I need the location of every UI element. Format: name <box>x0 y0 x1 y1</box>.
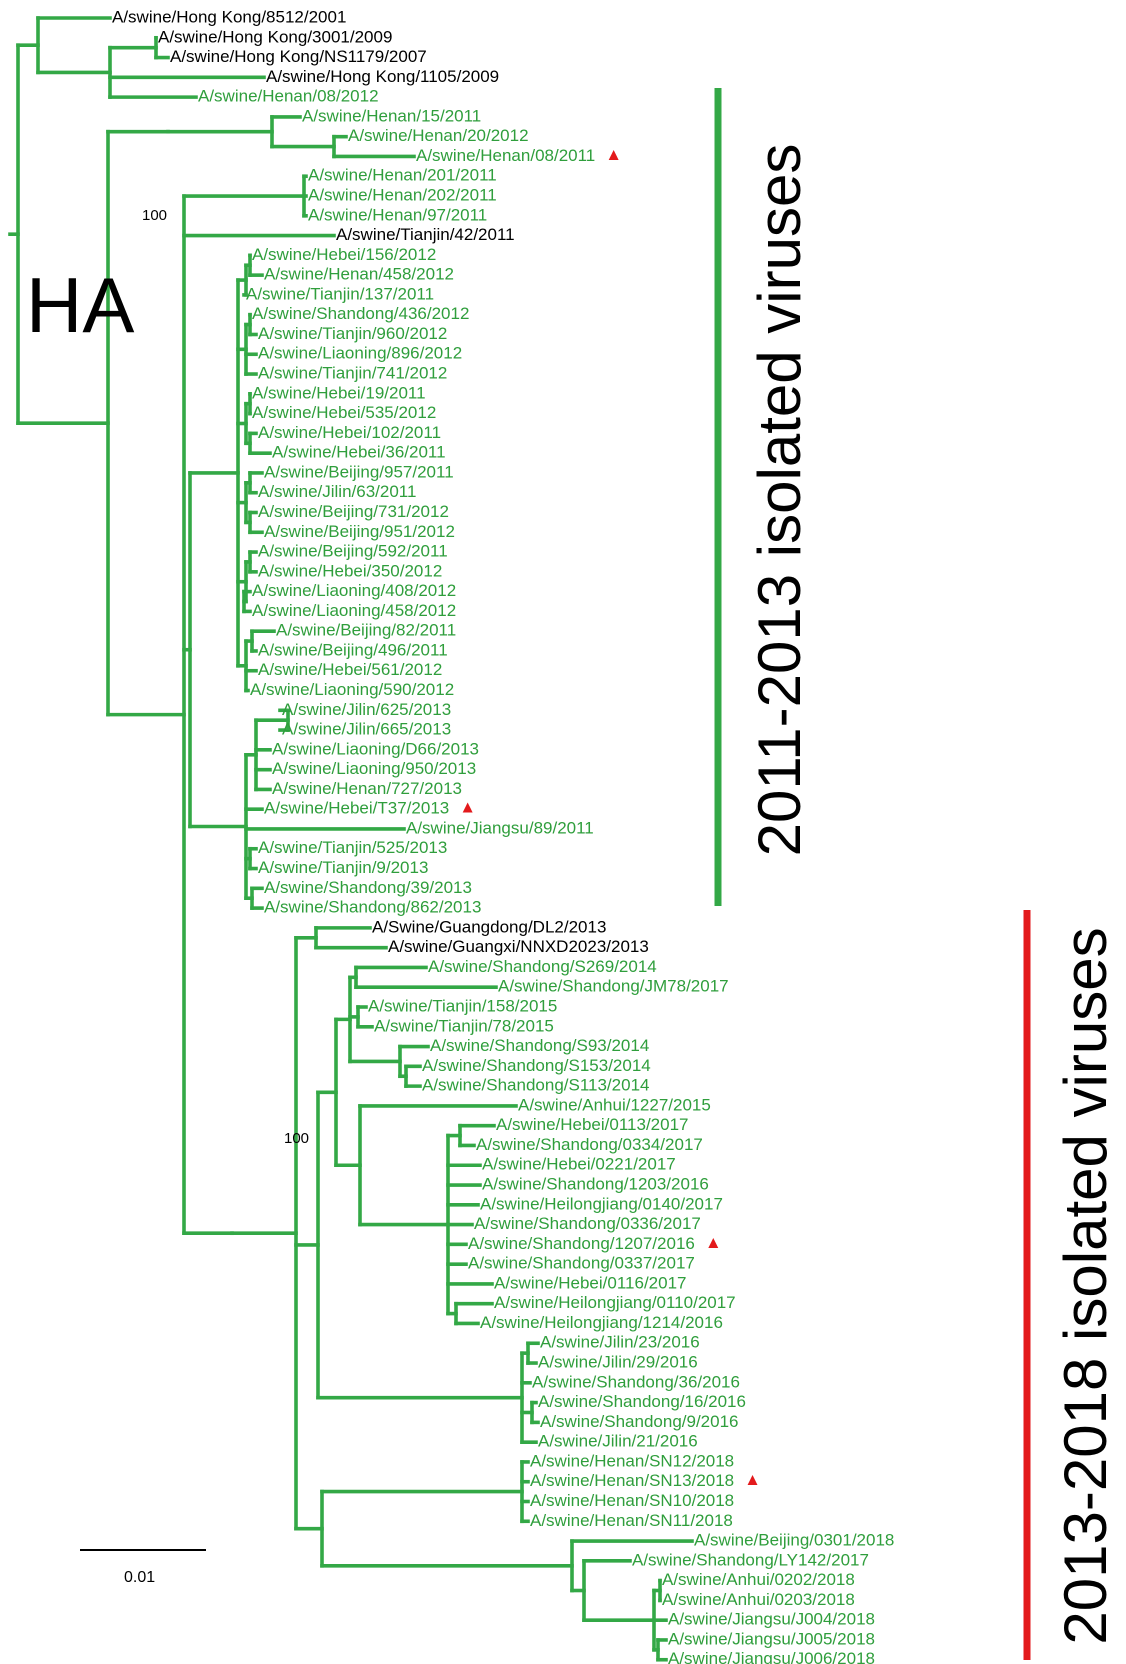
taxon-label: A/swine/Jiangsu/J004/2018 <box>668 1610 875 1629</box>
taxon-label: A/swine/Heilongjiang/0140/2017 <box>480 1194 723 1213</box>
red-triangle-marker-icon: ▲ <box>605 145 622 164</box>
group-label-2013-2018: 2013-2018 isolated viruses <box>1052 927 1119 1644</box>
taxon-label: A/swine/Hebei/36/2011 <box>272 443 446 462</box>
taxon-label: A/swine/Hebei/19/2011 <box>252 383 426 402</box>
taxon-label: A/swine/Beijing/951/2012 <box>264 522 455 541</box>
taxon-label: A/swine/Liaoning/896/2012 <box>258 344 462 363</box>
taxon-label: A/swine/Tianjin/78/2015 <box>374 1016 554 1035</box>
taxon-label: A/swine/Beijing/592/2011 <box>258 542 448 561</box>
taxon-label: A/swine/Shandong/LY142/2017 <box>632 1550 869 1569</box>
taxon-label: A/swine/Shandong/0334/2017 <box>476 1135 703 1154</box>
scale-bar-label: 0.01 <box>124 1569 155 1586</box>
taxon-label: A/swine/Henan/SN11/2018 <box>530 1511 733 1530</box>
taxon-label: A/swine/Hebei/561/2012 <box>258 660 442 679</box>
taxon-label: A/swine/Shandong/JM78/2017 <box>498 977 729 996</box>
taxon-label: A/Swine/Guangdong/DL2/2013 <box>372 917 606 936</box>
taxon-label: A/swine/Shandong/S113/2014 <box>422 1076 649 1095</box>
taxon-label: A/swine/Hebei/0116/2017 <box>494 1273 687 1292</box>
taxon-label: A/swine/Hebei/535/2012 <box>252 403 436 422</box>
tree-branches <box>8 16 694 1662</box>
taxon-label: A/swine/Heilongjiang/1214/2016 <box>480 1313 723 1332</box>
taxon-label: A/swine/Beijing/731/2012 <box>258 502 449 521</box>
taxon-label: A/swine/Tianjin/42/2011 <box>336 225 515 244</box>
red-triangle-marker-icon: ▲ <box>744 1470 761 1489</box>
taxon-label: A/swine/Beijing/496/2011 <box>258 640 448 659</box>
taxon-label: A/swine/Hebei/0113/2017 <box>496 1115 689 1134</box>
taxon-label: A/swine/Henan/97/2011 <box>308 205 487 224</box>
taxon-label: A/swine/Hebei/156/2012 <box>252 245 436 264</box>
taxon-label: A/swine/Shandong/0336/2017 <box>474 1214 701 1233</box>
taxon-label: A/swine/Shandong/39/2013 <box>264 878 472 897</box>
taxon-label: A/swine/Jiangsu/J005/2018 <box>668 1629 875 1648</box>
taxon-label: A/swine/Anhui/0203/2018 <box>662 1590 855 1609</box>
group-label-2011-2013: 2011-2013 isolated viruses <box>746 144 813 857</box>
taxon-label: A/swine/Anhui/0202/2018 <box>662 1570 855 1589</box>
taxon-label: A/swine/Shandong/36/2016 <box>532 1372 740 1391</box>
taxon-label: A/swine/Beijing/82/2011 <box>276 621 456 640</box>
taxon-label: A/swine/Jiangsu/J006/2018 <box>668 1649 875 1664</box>
taxon-label: A/swine/Beijing/0301/2018 <box>694 1531 894 1550</box>
taxon-label: A/swine/Tianjin/741/2012 <box>258 364 447 383</box>
taxon-label: A/swine/Henan/201/2011 <box>308 166 497 185</box>
tree-title: HA <box>26 261 134 349</box>
taxon-label: A/swine/Henan/458/2012 <box>264 265 454 284</box>
taxon-label: A/swine/Shandong/16/2016 <box>538 1392 746 1411</box>
taxon-label: A/swine/Hebei/350/2012 <box>258 561 442 580</box>
bootstrap-value-2: 100 <box>284 1130 309 1147</box>
taxon-label: A/swine/Shandong/S93/2014 <box>430 1036 649 1055</box>
taxon-label: A/swine/Liaoning/590/2012 <box>250 680 454 699</box>
taxon-label: A/swine/Shandong/436/2012 <box>252 304 469 323</box>
taxon-label: A/swine/Hebei/102/2011 <box>258 423 441 442</box>
taxon-label: A/swine/Hebei/T37/2013 <box>264 799 449 818</box>
taxon-label: A/swine/Henan/08/2012 <box>198 87 379 106</box>
taxon-label: A/swine/Tianjin/9/2013 <box>258 858 428 877</box>
taxon-label: A/swine/Heilongjiang/0110/2017 <box>494 1293 736 1312</box>
taxon-label: A/swine/Hong Kong/8512/2001 <box>112 7 346 26</box>
taxon-label: A/swine/Liaoning/408/2012 <box>252 581 456 600</box>
taxon-label: A/swine/Hebei/0221/2017 <box>482 1155 676 1174</box>
taxon-label: A/swine/Henan/202/2011 <box>308 186 497 205</box>
taxon-label: A/swine/Henan/727/2013 <box>272 779 462 798</box>
taxon-label: A/swine/Henan/15/2011 <box>302 106 481 125</box>
taxon-label: A/swine/Henan/08/2011 <box>416 146 595 165</box>
red-triangle-marker-icon: ▲ <box>705 1233 722 1252</box>
taxon-label: A/swine/Jilin/23/2016 <box>540 1333 700 1352</box>
taxon-label: A/swine/Liaoning/458/2012 <box>252 601 456 620</box>
taxon-label: A/swine/Jiangsu/89/2011 <box>406 818 594 837</box>
taxon-label: A/swine/Shandong/862/2013 <box>264 898 481 917</box>
taxon-label: A/swine/Jilin/63/2011 <box>258 482 416 501</box>
taxon-label: A/swine/Jilin/21/2016 <box>538 1432 698 1451</box>
taxon-label: A/swine/Hong Kong/1105/2009 <box>266 67 499 86</box>
taxon-label: A/swine/Hong Kong/3001/2009 <box>158 27 392 46</box>
taxon-label: A/swine/Shandong/1207/2016 <box>468 1234 695 1253</box>
taxon-label: A/swine/Hong Kong/NS1179/2007 <box>170 47 427 66</box>
taxon-label: A/swine/Tianjin/525/2013 <box>258 838 447 857</box>
taxon-label: A/swine/Henan/SN12/2018 <box>530 1451 734 1470</box>
taxon-label: A/swine/Tianjin/960/2012 <box>258 324 447 343</box>
red-triangle-marker-icon: ▲ <box>459 798 476 817</box>
taxon-label: A/swine/Henan/20/2012 <box>348 126 529 145</box>
taxon-label: A/swine/Guangxi/NNXD2023/2013 <box>388 937 649 956</box>
taxon-label: A/swine/Shandong/S153/2014 <box>422 1056 651 1075</box>
taxon-label: A/swine/Tianjin/158/2015 <box>368 996 557 1015</box>
taxon-label: A/swine/Jilin/625/2013 <box>282 700 451 719</box>
taxon-label: A/swine/Henan/SN10/2018 <box>530 1491 734 1510</box>
taxon-label: A/swine/Anhui/1227/2015 <box>518 1095 711 1114</box>
bootstrap-value-1: 100 <box>142 207 167 224</box>
taxon-label: A/swine/Tianjin/137/2011 <box>246 284 434 303</box>
taxon-label: A/swine/Shandong/9/2016 <box>540 1412 739 1431</box>
taxon-label: A/swine/Shandong/S269/2014 <box>428 957 657 976</box>
taxon-label: A/swine/Jilin/29/2016 <box>538 1353 698 1372</box>
taxon-label: A/swine/Shandong/1203/2016 <box>482 1175 709 1194</box>
taxon-label: A/swine/Liaoning/D66/2013 <box>272 739 479 758</box>
taxon-label: A/swine/Henan/SN13/2018 <box>530 1471 734 1490</box>
taxon-labels: A/swine/Hong Kong/8512/2001A/swine/Hong … <box>112 7 894 1664</box>
taxon-label: A/swine/Shandong/0337/2017 <box>468 1254 695 1273</box>
taxon-label: A/swine/Beijing/957/2011 <box>264 462 454 481</box>
taxon-label: A/swine/Liaoning/950/2013 <box>272 759 476 778</box>
taxon-label: A/swine/Jilin/665/2013 <box>282 720 451 739</box>
